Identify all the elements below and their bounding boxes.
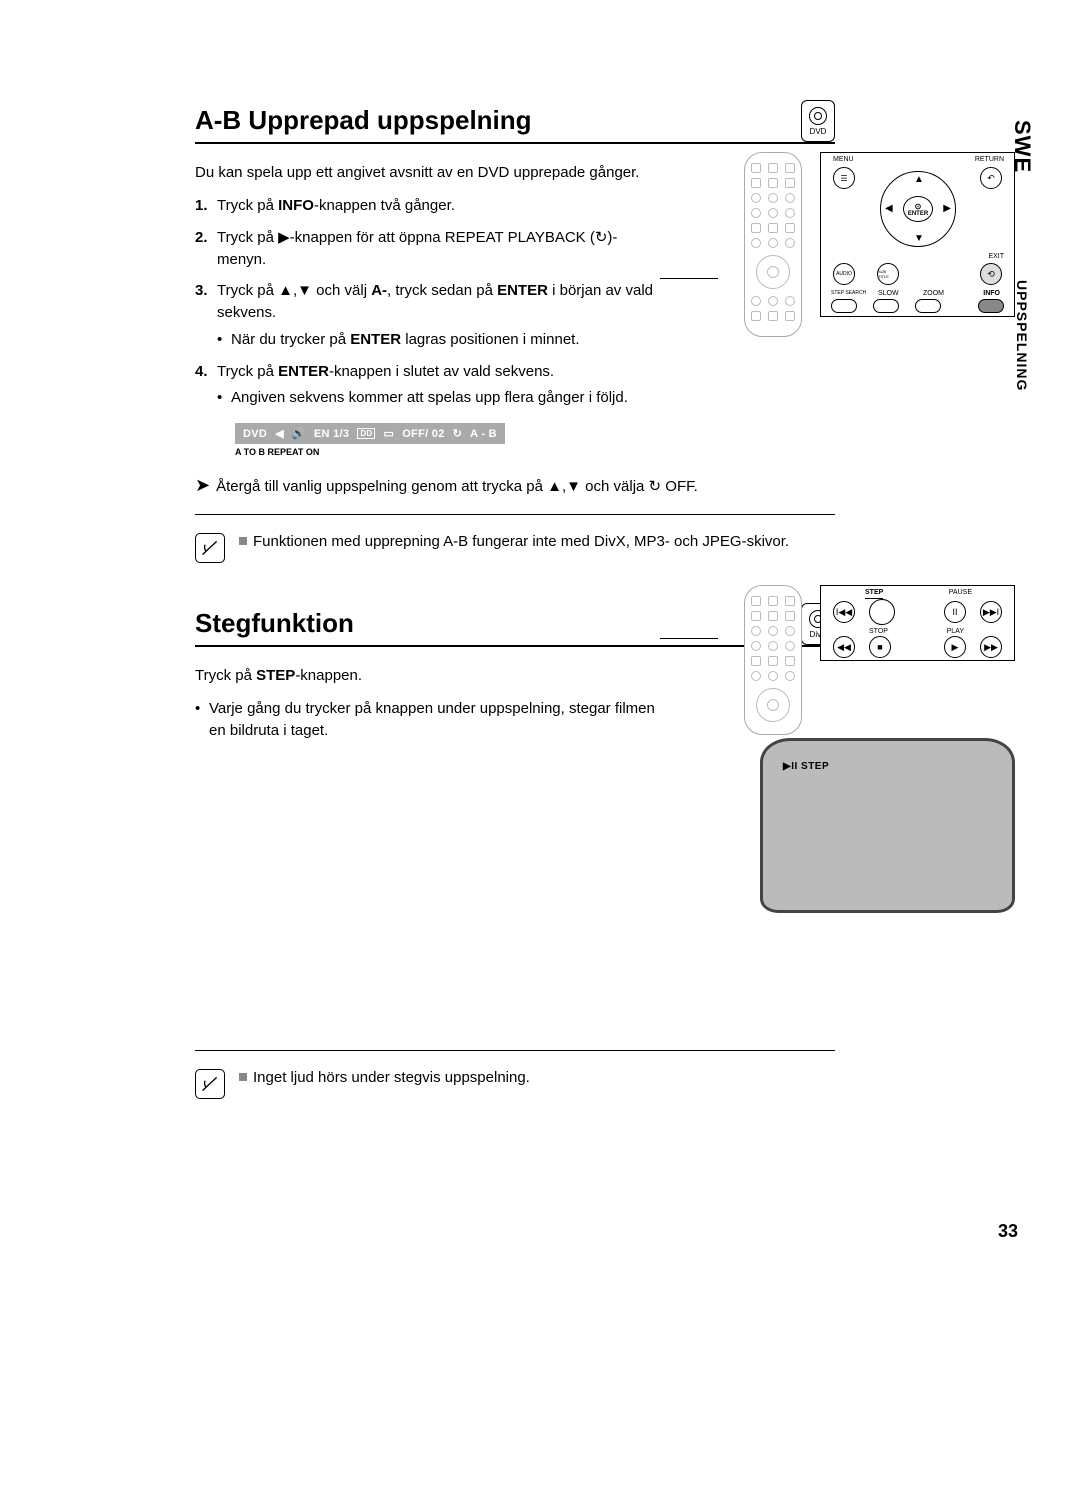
return-instruction: ➤ Återgå till vanlig uppspelning genom a…: [195, 475, 835, 496]
step-button: [869, 599, 895, 625]
step-search-button: [831, 299, 857, 313]
note-text: Inget ljud hörs under stegvis uppspelnin…: [239, 1069, 530, 1086]
panel-label: RETURN: [975, 156, 1004, 163]
step-text: Tryck på ▲,▼ och välj A-, tryck sedan på…: [217, 282, 653, 321]
osd-seg: DVD: [243, 428, 267, 440]
screen-osd: ▶II STEP: [783, 761, 829, 772]
repeat-icon: ↻: [595, 229, 608, 246]
panel-label: MENU: [833, 156, 854, 163]
section2-bullet: Varje gång du trycker på knappen under u…: [195, 698, 655, 742]
slow-button: [873, 299, 899, 313]
pause-button: II: [944, 601, 966, 623]
connector: [660, 278, 718, 279]
remote-panel-nav: MENU RETURN ☰ ↶ ▲ ▼ ◀ ▶ ⊙ ENTER EXIT AUD…: [820, 152, 1015, 317]
step-num: 3.: [195, 280, 208, 302]
section2-title: Stegfunktion: [195, 608, 835, 647]
remote-diagram: [744, 585, 802, 735]
panel-label: EXIT: [988, 253, 1004, 260]
connector: [660, 638, 718, 639]
osd-bar: DVD ◀ 🔊 EN 1/3 DD ▭ OFF/ 02 ↻ A - B: [235, 423, 505, 444]
step-3: 3. Tryck på ▲,▼ och välj A-, tryck sedan…: [195, 280, 655, 350]
divider: [195, 1050, 835, 1051]
rew-button: ◀◀: [833, 636, 855, 658]
step-3-sub: När du trycker på ENTER lagras positione…: [217, 329, 655, 351]
audio-button: AUDIO: [833, 263, 855, 285]
osd-sep: ◀: [275, 427, 284, 440]
osd-seg: EN 1/3: [314, 428, 349, 440]
osd-subtext: A TO B REPEAT ON: [235, 447, 1020, 457]
disc-icon-dvd: DVD: [801, 100, 835, 142]
step-2: 2. Tryck på ▶-knappen för att öppna REPE…: [195, 227, 655, 271]
play-button: ▶: [944, 636, 966, 658]
next-button: ▶▶I: [980, 601, 1002, 623]
section1-title: A-B Upprepad uppspelning: [195, 105, 835, 144]
osd-seg: A - B: [470, 428, 497, 440]
step-num: 4.: [195, 361, 208, 383]
enter-button: ⊙ ENTER: [903, 196, 933, 222]
remote-diagram: [744, 152, 802, 337]
prev-button: I◀◀: [833, 601, 855, 623]
divider: [195, 514, 835, 515]
info-button: [978, 299, 1004, 313]
step-1: 1. Tryck på INFO-knappen två gånger.: [195, 195, 655, 217]
subtitle-button: SUB TITLE: [877, 263, 899, 285]
menu-button: ☰: [833, 167, 855, 189]
step-text: Tryck på ENTER-knappen i slutet av vald …: [217, 363, 554, 380]
osd-icon: 🔊: [292, 427, 306, 440]
step-text: Tryck på INFO-knappen två gånger.: [217, 197, 455, 214]
note-icon: [195, 533, 225, 563]
panel-label: SLOW: [878, 290, 899, 297]
step-num: 2.: [195, 227, 208, 249]
tv-screen-diagram: ▶II STEP: [760, 738, 1015, 913]
exit-button: ⟲: [980, 263, 1002, 285]
arrow-icon: ➤: [195, 475, 210, 496]
return-button: ↶: [980, 167, 1002, 189]
side-category: UPPSPELNING: [1014, 280, 1030, 391]
disc-label: DVD: [810, 127, 827, 136]
zoom-button: [915, 299, 941, 313]
panel-label-step: STEP: [865, 589, 883, 599]
panel-label: STEP SEARCH: [831, 290, 866, 296]
panel-label: STOP: [869, 628, 888, 635]
note-icon: [195, 1069, 225, 1099]
osd-seg: OFF/ 02: [402, 428, 444, 440]
osd-icon: DD: [357, 428, 375, 439]
step-num: 1.: [195, 195, 208, 217]
panel-label: PLAY: [947, 628, 964, 635]
panel-label: ZOOM: [923, 290, 944, 297]
ff-button: ▶▶: [980, 636, 1002, 658]
step-4: 4. Tryck på ENTER-knappen i slutet av va…: [195, 361, 655, 410]
stop-button: ■: [869, 636, 891, 658]
step-text: Tryck på ▶-knappen för att öppna REPEAT …: [217, 229, 617, 268]
step-4-sub: Angiven sekvens kommer att spelas upp fl…: [217, 387, 655, 409]
osd-icon: ▭: [383, 427, 394, 440]
note-text: Funktionen med upprepning A-B fungerar i…: [239, 533, 789, 550]
remote-panel-playback: STEP PAUSE I◀◀ II ▶▶I STOP PLAY ◀◀ ■ ▶ ▶…: [820, 585, 1015, 661]
osd-icon: ↻: [453, 427, 463, 440]
repeat-icon: ↻: [649, 478, 662, 495]
panel-label: PAUSE: [949, 589, 972, 596]
section1-intro: Du kan spela upp ett angivet avsnitt av …: [195, 164, 655, 181]
panel-label-info: INFO: [983, 290, 1000, 297]
page-number: 33: [998, 1221, 1018, 1242]
section2-line1: Tryck på STEP-knappen.: [195, 667, 655, 684]
